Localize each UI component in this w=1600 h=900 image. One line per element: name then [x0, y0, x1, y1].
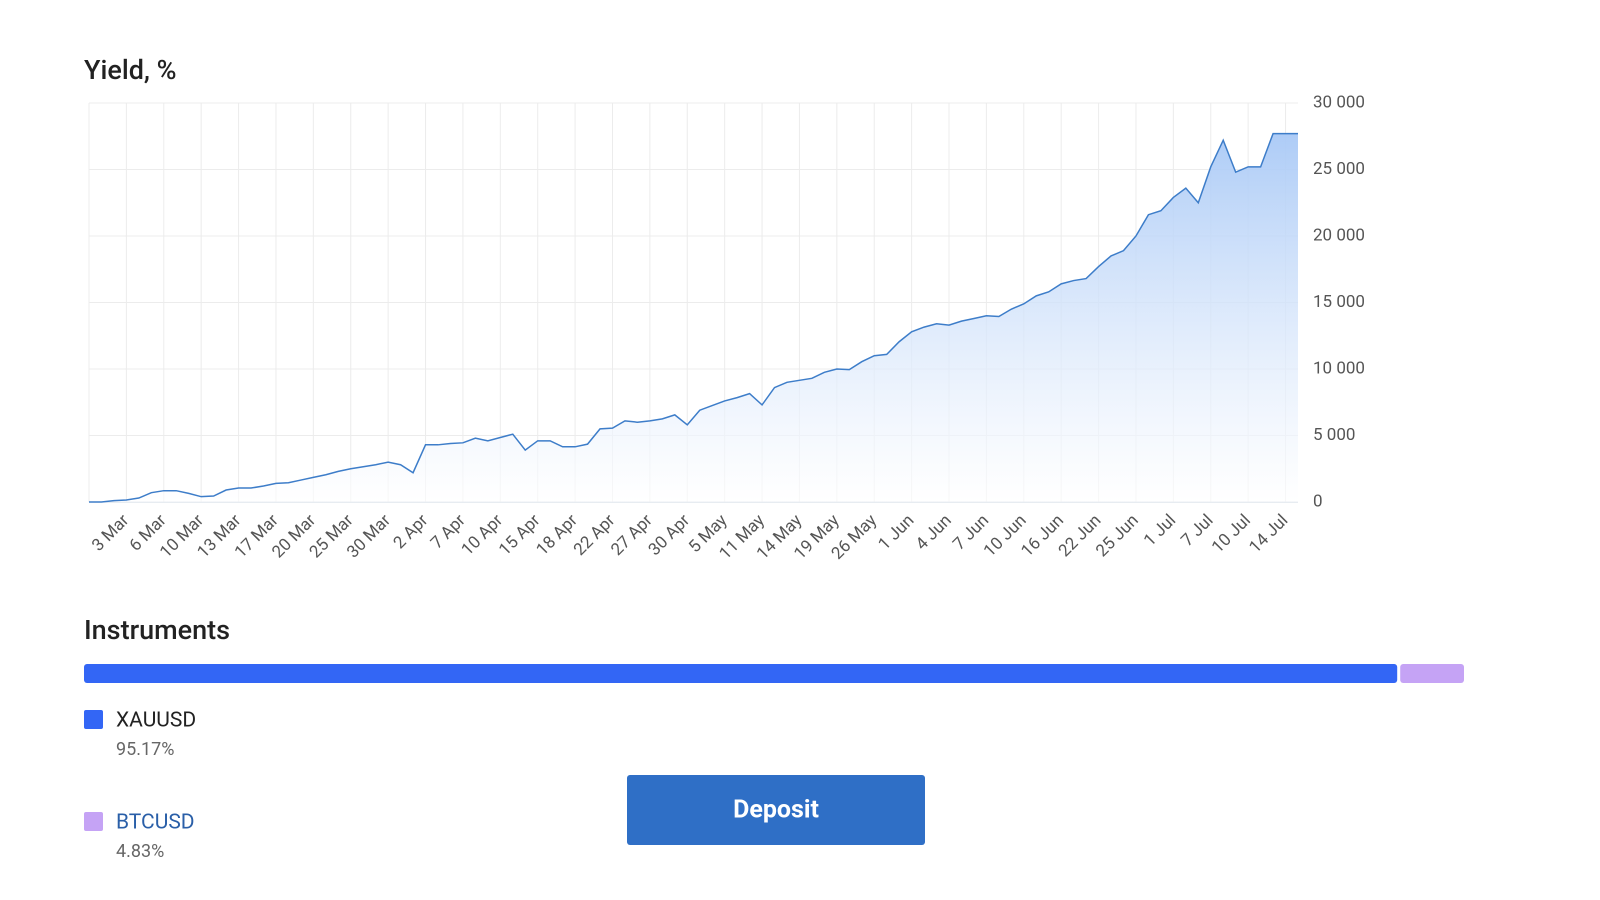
y-tick-label: 20 000	[1313, 225, 1365, 245]
instrument-name: BTCUSD	[116, 811, 195, 835]
deposit-button[interactable]: Deposit	[627, 775, 925, 845]
section-title: Instruments	[84, 614, 230, 646]
instrument-name: XAUUSD	[116, 709, 196, 733]
instrument-share: 95.17%	[116, 739, 174, 760]
y-tick-label: 10 000	[1313, 358, 1365, 378]
chart-title: Yield, %	[84, 54, 177, 86]
y-tick-label: 15 000	[1313, 292, 1365, 312]
y-tick-label: 25 000	[1313, 159, 1365, 179]
instrument-share: 4.83%	[116, 841, 164, 862]
y-tick-label: 0	[1313, 491, 1323, 511]
instrument-segment	[84, 664, 1398, 683]
legend-swatch	[84, 812, 103, 831]
instrument-segment	[1400, 664, 1464, 683]
y-tick-label: 5 000	[1313, 425, 1355, 445]
legend-swatch	[84, 710, 103, 729]
button-label[interactable]: Deposit	[733, 796, 819, 825]
y-tick-label: 30 000	[1313, 92, 1365, 112]
area	[89, 133, 1298, 502]
button-bg[interactable]	[627, 775, 925, 845]
line	[89, 132, 1298, 503]
